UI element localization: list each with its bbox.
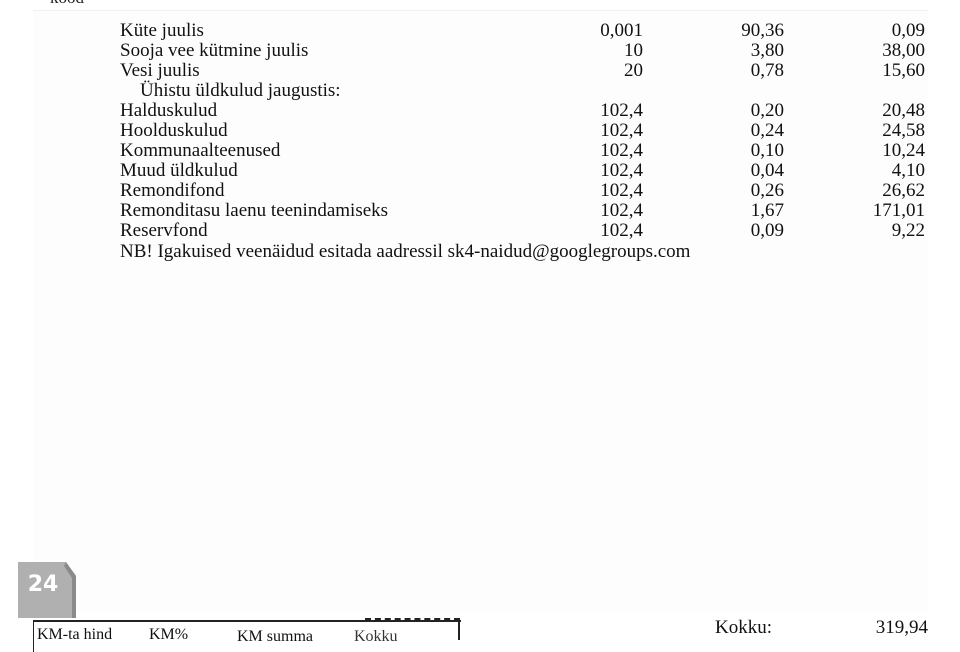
row-quantity: 102,4 (600, 140, 643, 161)
page-number: 24 (27, 572, 59, 597)
row-label: Remondifond (120, 180, 225, 201)
vat-box: KM-ta hind KM% KM summa Kokku (33, 620, 461, 652)
row-label: Remonditasu laenu teenindamiseks (120, 200, 389, 221)
table-row: Ühistu üldkulud jaugustis: (0, 81, 960, 101)
row-price: 0,20 (750, 100, 784, 121)
table-row: Remondifond 102,4 0,26 26,62 (0, 181, 960, 201)
row-price: 0,24 (750, 120, 784, 141)
row-sum: 15,60 (882, 60, 925, 81)
table-row: Muud üldkulud 102,4 0,04 4,10 (0, 161, 960, 181)
row-label: Kommunaalteenused (120, 140, 281, 161)
page-number-badge (18, 562, 76, 618)
vat-km-percent: KM% (149, 626, 189, 643)
row-sum: 10,24 (882, 140, 925, 161)
row-price: 90,36 (741, 20, 784, 41)
table-row: Sooja vee kütmine juulis 10 3,80 38,00 (0, 41, 960, 61)
row-sum: 24,58 (882, 120, 925, 141)
row-price: 0,26 (750, 180, 784, 201)
row-label: Hoolduskulud (120, 120, 228, 141)
row-label: Küte juulis (120, 20, 204, 41)
row-sum: 171,01 (872, 200, 925, 221)
table-row: Reservfond 102,4 0,09 9,22 (0, 221, 960, 241)
row-quantity: 102,4 (600, 100, 643, 121)
row-sum: 0,09 (891, 20, 925, 41)
row-price: 3,80 (750, 40, 784, 61)
row-sum: 9,22 (891, 220, 925, 241)
header-fragment: kood (50, 0, 84, 8)
row-price: 0,04 (750, 160, 784, 181)
row-sum: 26,62 (882, 180, 925, 201)
table-row: Halduskulud 102,4 0,20 20,48 (0, 101, 960, 121)
table-row: Remonditasu laenu teenindamiseks 102,4 1,6… (0, 201, 960, 221)
row-sum: 38,00 (882, 40, 925, 61)
row-sum: 20,48 (882, 100, 925, 121)
note-text: NB! Igakuised veenäidud esitada aadressi… (120, 241, 691, 262)
row-quantity: 0,001 (600, 20, 643, 41)
row-quantity: 102,4 (600, 180, 643, 201)
vat-km-ta-hind: KM-ta hind (37, 626, 113, 643)
row-label: Reservfond (120, 220, 208, 241)
row-price: 0,09 (750, 220, 784, 241)
total-value: 319,94 (875, 617, 928, 638)
row-sum: 4,10 (891, 160, 925, 181)
divider (458, 620, 460, 640)
document-page (33, 10, 928, 611)
row-price: 0,78 (750, 60, 784, 81)
row-price: 0,10 (750, 140, 784, 161)
table-row: Hoolduskulud 102,4 0,24 24,58 (0, 121, 960, 141)
row-quantity: 102,4 (600, 160, 643, 181)
row-quantity: 20 (624, 60, 643, 81)
table-row: Küte juulis 0,001 90,36 0,09 (0, 21, 960, 41)
row-quantity: 102,4 (600, 120, 643, 141)
row-label: Vesi juulis (120, 60, 200, 81)
row-label: Muud üldkulud (120, 160, 238, 181)
table-row: Kommunaalteenused 102,4 0,10 10,24 (0, 141, 960, 161)
total-label: Kokku: (715, 617, 772, 638)
vat-kokku: Kokku (354, 628, 398, 645)
row-label: Ühistu üldkulud jaugustis: (140, 80, 341, 101)
row-quantity: 10 (624, 40, 643, 61)
note-row: NB! Igakuised veenäidud esitada aadressi… (0, 242, 960, 262)
row-quantity: 102,4 (600, 220, 643, 241)
table-row: Vesi juulis 20 0,78 15,60 (0, 61, 960, 81)
row-label: Sooja vee kütmine juulis (120, 40, 309, 61)
row-label: Halduskulud (120, 100, 218, 121)
divider (365, 618, 460, 620)
row-quantity: 102,4 (600, 200, 643, 221)
row-price: 1,67 (750, 200, 784, 221)
vat-km-summa: KM summa (237, 628, 313, 645)
